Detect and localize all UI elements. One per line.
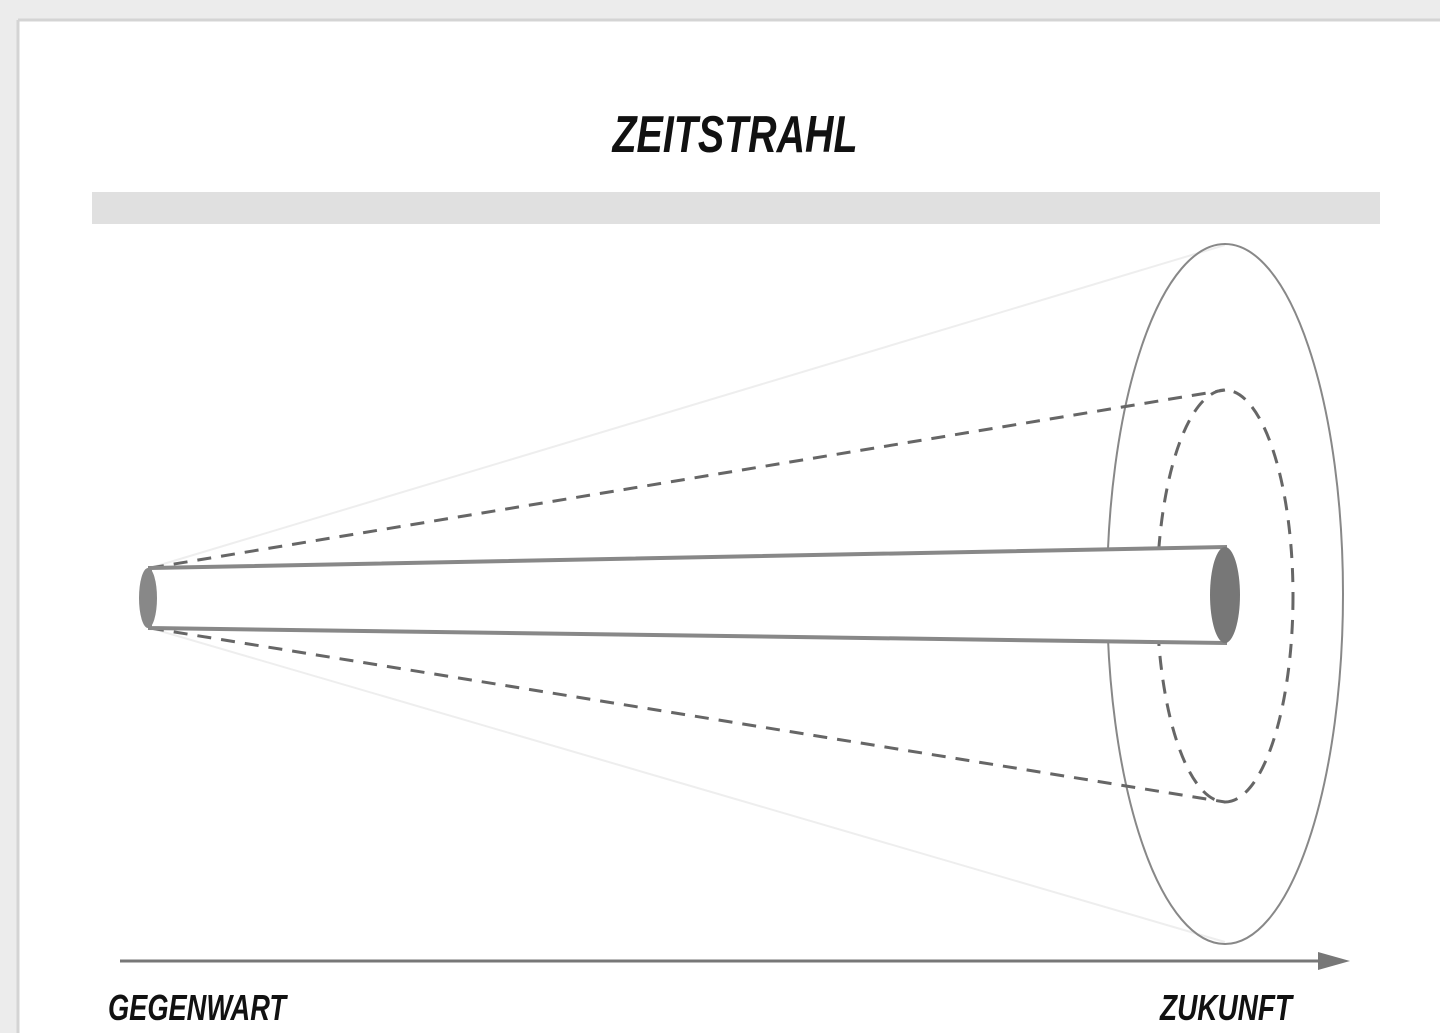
title: ZEITSTRAHL (611, 106, 858, 164)
start-label: GEGENWART (108, 987, 288, 1028)
cylinder-end (1210, 547, 1240, 643)
inner-cone-bottom (149, 626, 1226, 804)
cylinder-start (139, 568, 157, 628)
outer-cone-bottom (149, 627, 1226, 943)
inner-cone-top (149, 388, 1226, 570)
axis-arrow (1318, 952, 1350, 970)
left-frame (0, 0, 18, 1033)
outer-cone-top (149, 244, 1226, 569)
top-frame (0, 0, 1440, 20)
end-label: ZUKUNFT (1159, 987, 1294, 1028)
band (92, 192, 1380, 224)
